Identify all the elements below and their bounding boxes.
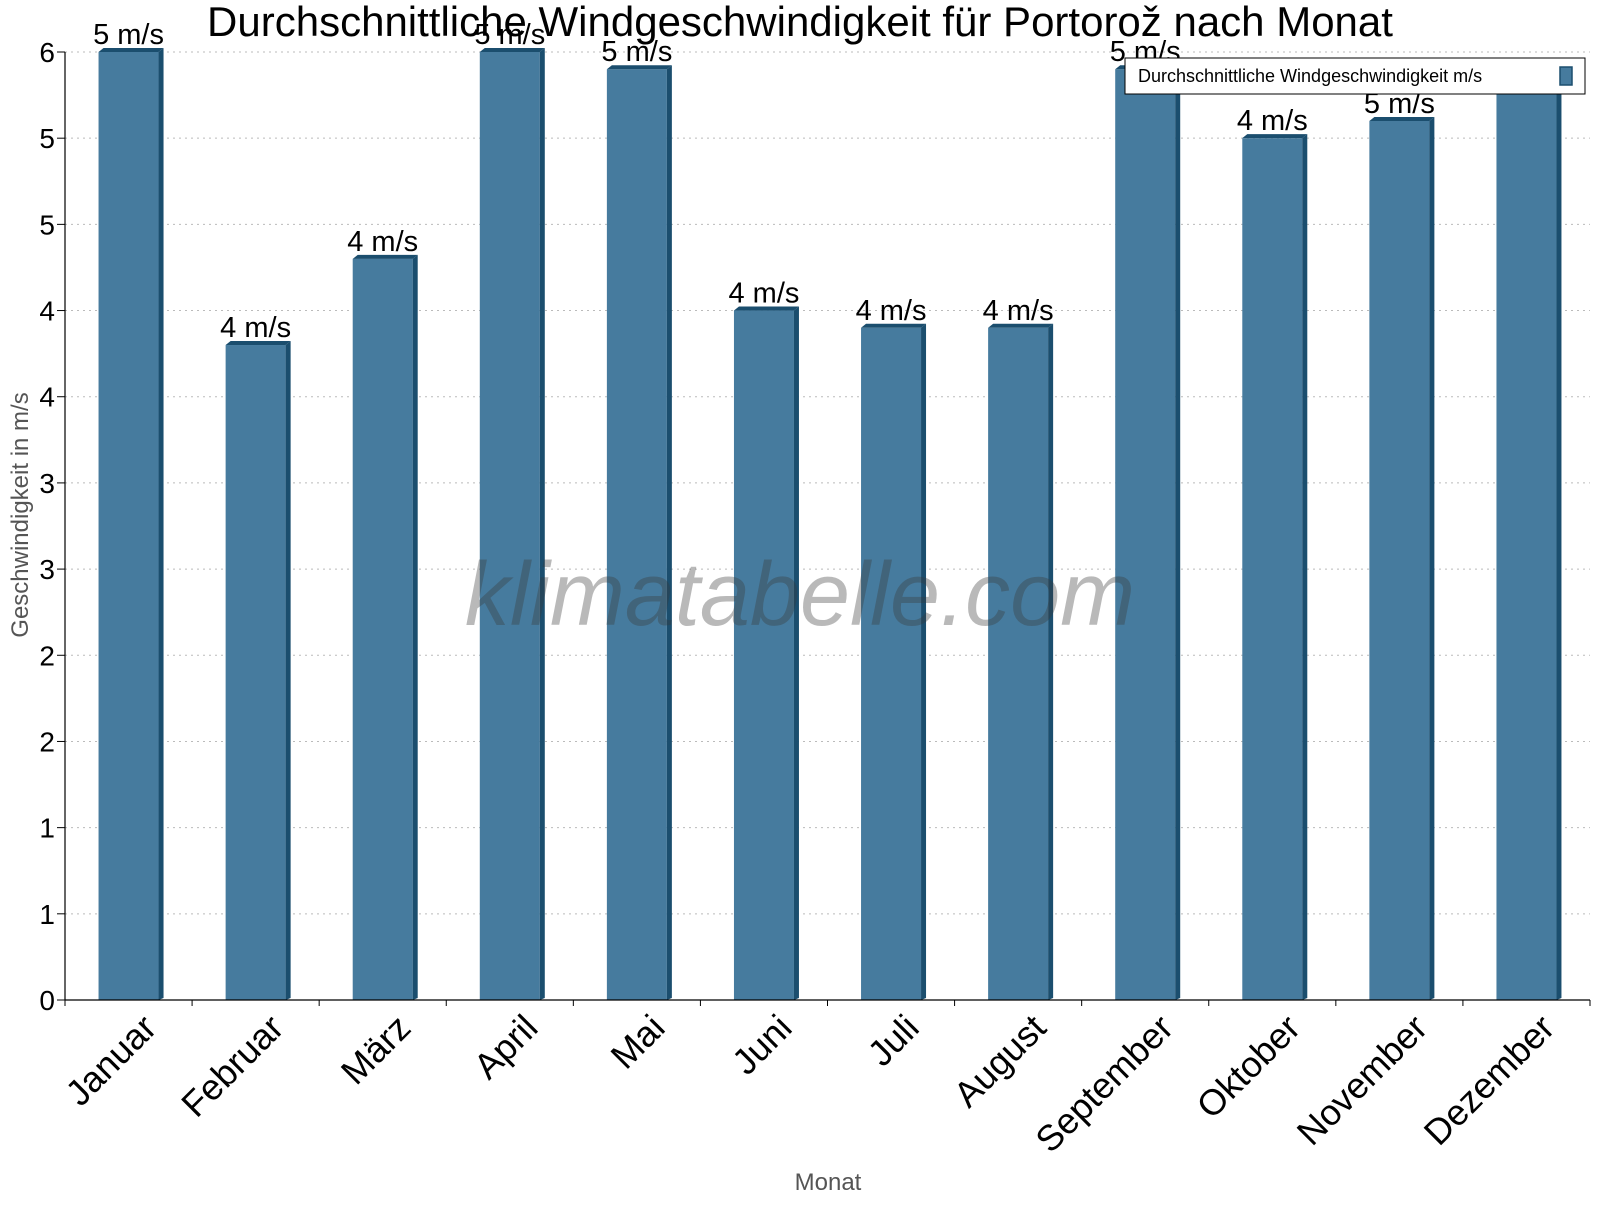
x-tick-label: Dezember [1416,1007,1562,1153]
y-tick-label: 4 [39,296,55,327]
bar [225,345,286,1000]
x-tick-label: April [466,1007,546,1087]
y-tick-label: 2 [39,640,55,671]
x-tick-label: Juni [724,1007,800,1083]
x-tick-label: November [1289,1007,1435,1153]
y-tick-label: 6 [39,37,55,68]
data-label: 5 m/s [474,19,545,51]
y-tick-label: 3 [39,554,55,585]
y-tick-label: 0 [39,985,55,1016]
data-label: 5 m/s [93,19,164,51]
bar-side [285,341,291,1000]
x-tick-label: Juli [860,1007,927,1074]
bar-top [98,48,164,52]
watermark: klimatabelle.com [465,545,1135,645]
bar [1369,120,1430,1001]
bar [1115,69,1176,1000]
data-label: 4 m/s [729,278,800,310]
x-tick-label: Februar [173,1007,291,1125]
y-axis-title: Geschwindigkeit in m/s [7,392,34,637]
y-tick-label: 1 [39,899,55,930]
y-tick-label: 3 [39,468,55,499]
x-axis-title: Monat [795,1169,862,1196]
x-tick-label: August [946,1007,1054,1115]
legend-box [1124,57,1586,95]
bar-side [666,65,672,1000]
legend-label: Durchschnittliche Windgeschwindigkeit m/… [1138,66,1482,86]
bar-top [225,341,291,346]
bar-top [1242,134,1308,139]
y-tick-label: 5 [39,123,55,154]
bars [98,48,1562,1001]
x-tick-label: Mai [603,1007,673,1077]
axes [64,52,1590,1001]
y-tick-label: 1 [39,813,55,844]
y-tick-label: 4 [39,382,55,413]
y-axis-ticks: 0 1 1 2 2 3 3 4 4 5 5 6 [39,37,65,1016]
bar [733,310,794,1001]
bar [1242,138,1303,1000]
bar-top [861,323,927,328]
bar-side [1429,116,1435,1001]
bar [988,327,1049,1000]
bar-top [479,48,545,52]
bar-top [352,254,418,259]
data-label: 4 m/s [347,226,418,258]
bar-top [988,323,1054,328]
bar-side [1175,65,1181,1000]
x-tick-label: September [1027,1007,1181,1161]
bar-side [921,323,927,1000]
bar-top [1369,116,1435,121]
y-tick-label: 5 [39,209,55,240]
legend-swatch [1559,66,1573,86]
x-tick-label: Januar [57,1007,164,1114]
data-label: 4 m/s [1237,105,1308,137]
bar-top [733,306,799,311]
bar [606,69,667,1000]
bar [479,52,540,1000]
bar-side [539,48,545,1000]
bar-side [1302,134,1308,1000]
bar [861,327,922,1000]
bar-side [793,306,799,1001]
x-axis-ticks: Januar Februar März April Mai Juni Juli AugustS… [57,1000,1591,1161]
bar-side [1556,82,1562,1001]
bar-side [412,254,418,1000]
data-label: 4 m/s [856,295,927,327]
bar [352,258,413,1000]
bar-top [606,65,672,70]
x-tick-label: März [333,1007,419,1093]
chart-title: Durchschnittliche Windgeschwindigkeit fü… [207,0,1393,45]
bar [98,52,159,1000]
grid-lines [65,51,1590,915]
legend: Durchschnittliche Windgeschwindigkeit m/… [1124,57,1586,95]
bar [1496,86,1557,1001]
y-tick-label: 2 [39,726,55,757]
data-label: 4 m/s [220,312,291,344]
bar-side [158,48,164,1000]
x-tick-label: Oktober [1188,1007,1308,1127]
data-label: 4 m/s [983,295,1054,327]
bar-side [1048,323,1054,1000]
data-label: 5 m/s [601,36,672,68]
